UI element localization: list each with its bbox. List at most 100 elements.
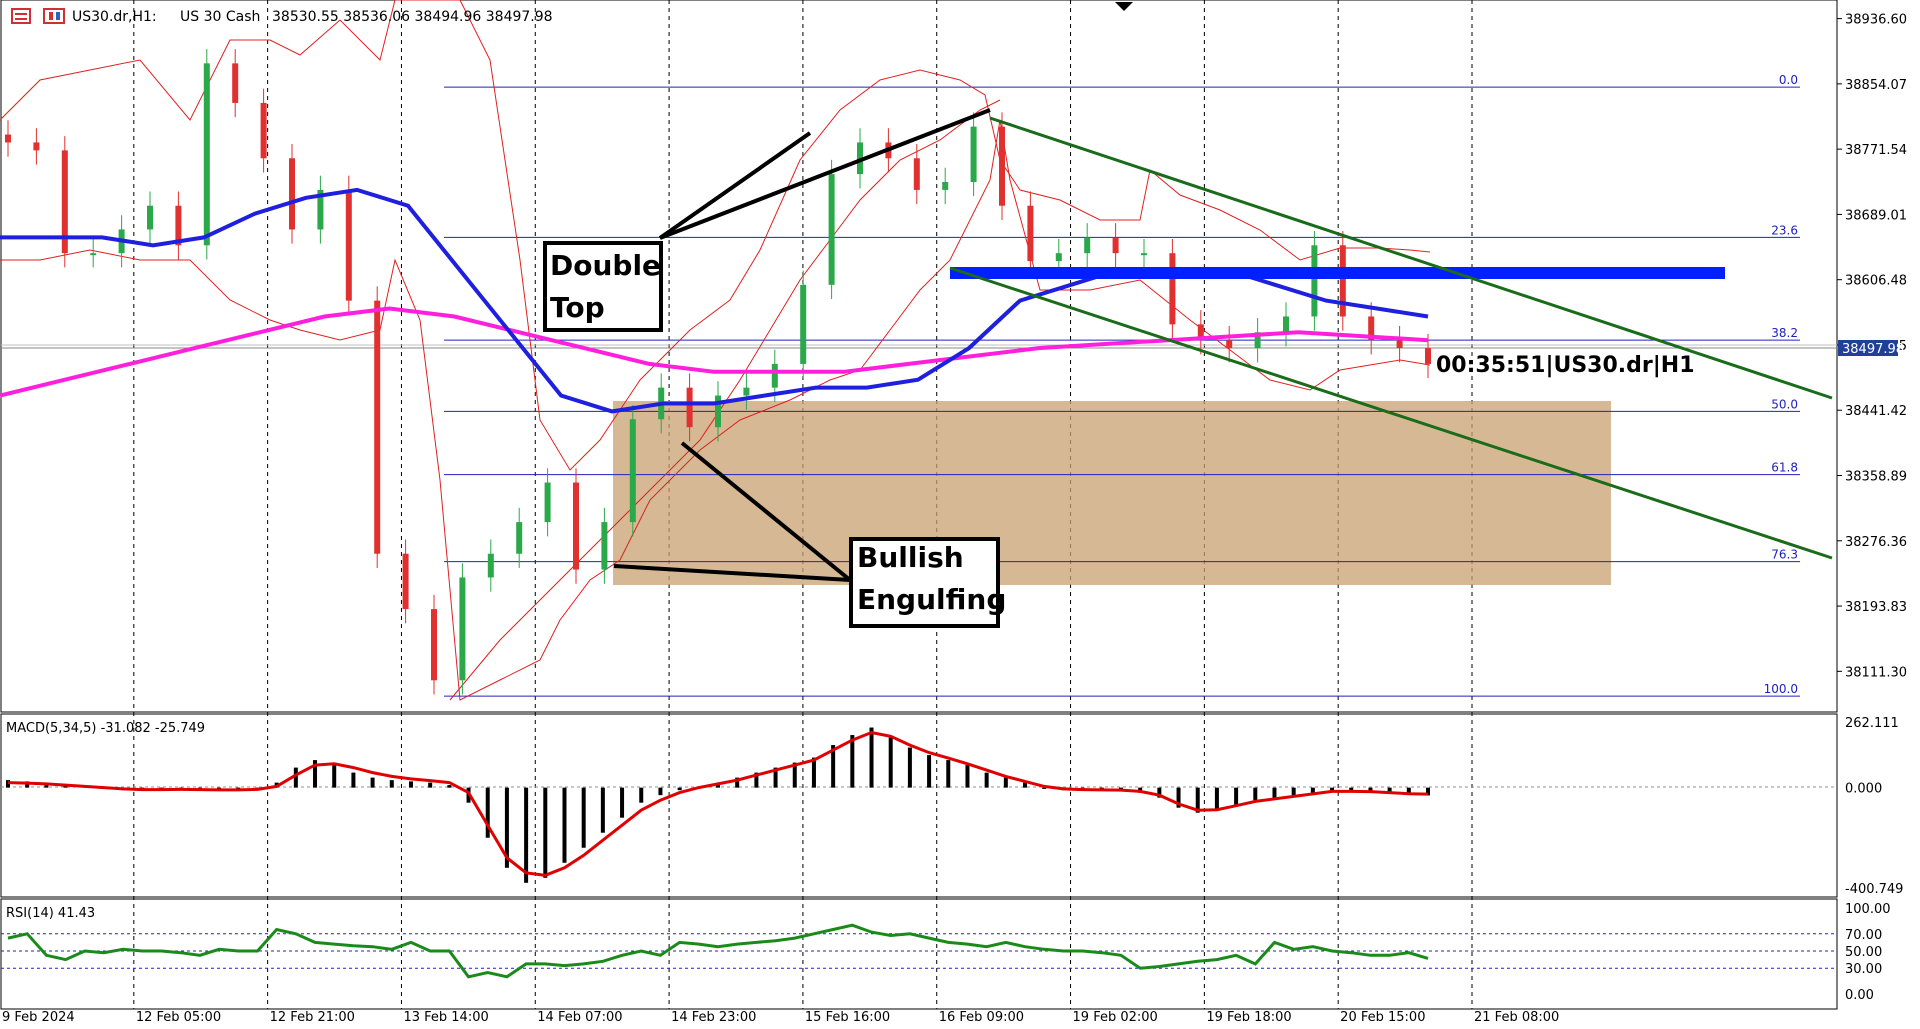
scroll-marker-icon[interactable]: [1115, 2, 1133, 11]
candle-body: [90, 253, 97, 256]
price-tick-label: 38358.89: [1845, 470, 1907, 485]
macd-bar: [907, 747, 912, 788]
menu-icon[interactable]: [11, 8, 31, 24]
bullish-engulfing-annotation[interactable]: Bullish Engulfing: [849, 537, 1006, 628]
rsi-axis: 100.00 70.00 50.00 30.00 0.00: [1845, 902, 1891, 1003]
time-tick-label: 15 Feb 16:00: [805, 1010, 890, 1025]
time-tick-label: 20 Feb 15:00: [1340, 1010, 1425, 1025]
macd-bar: [1387, 787, 1392, 793]
candle-body: [374, 300, 381, 554]
current-price-tag: 38497.98: [1838, 340, 1904, 357]
candle-body: [857, 142, 863, 175]
macd-bar: [1176, 787, 1181, 808]
candle-body: [487, 553, 494, 578]
macd-bar: [620, 787, 625, 818]
rsi-panel: [0, 898, 1838, 1010]
price-tick-label: 38689.01: [1845, 208, 1907, 223]
time-tick-label: 12 Feb 21:00: [270, 1010, 355, 1025]
chart-type-icon[interactable]: [43, 8, 65, 24]
time-tick-label: 21 Feb 08:00: [1474, 1010, 1559, 1025]
price-tick-label: 38441.42: [1845, 404, 1907, 419]
candle-body: [33, 142, 40, 151]
macd-bar: [408, 781, 413, 788]
countdown-label: 00:35:51|US30.dr|H1: [1436, 353, 1695, 378]
macd-bar: [792, 762, 797, 788]
macd-bar: [447, 785, 452, 788]
candle-body: [232, 63, 239, 103]
candle-body: [771, 363, 778, 388]
double-top-annotation[interactable]: Double Top: [543, 241, 663, 332]
macd-bar: [1349, 787, 1354, 792]
rsi-tick-label: 0.00: [1845, 988, 1874, 1003]
macd-bar: [946, 760, 951, 788]
candle-body: [1226, 340, 1233, 349]
macd-panel: [0, 713, 1838, 898]
candle-body: [1055, 253, 1062, 262]
candle-body: [629, 419, 636, 523]
bullish-engulfing-line2: Engulfing: [857, 583, 1006, 616]
macd-bar: [639, 787, 644, 803]
macd-bar: [351, 772, 356, 788]
candle-body: [743, 387, 750, 396]
candle-body: [828, 174, 835, 285]
macd-bar: [1310, 787, 1315, 793]
candle-body: [573, 482, 579, 570]
candle-body: [5, 134, 11, 143]
macd-bar: [850, 735, 855, 788]
macd-bar: [677, 787, 682, 791]
macd-bar: [1368, 787, 1373, 792]
macd-bar: [428, 782, 433, 788]
candle-body: [61, 150, 68, 254]
macd-bar: [389, 780, 394, 788]
time-axis[interactable]: 9 Feb 2024 12 Feb 05:00 12 Feb 21:00 13 Feb…: [2, 1010, 1559, 1025]
time-tick-label: 13 Feb 14:00: [403, 1010, 488, 1025]
candle-body: [260, 102, 267, 159]
bollinger-lower: [0, 119, 1431, 701]
price-tick-label: 38936.60: [1845, 13, 1907, 28]
macd-bar: [1003, 777, 1008, 788]
candle-body: [402, 553, 409, 610]
candle-body: [459, 577, 466, 681]
time-tick-label: 16 Feb 09:00: [939, 1010, 1024, 1025]
macd-bar: [1023, 782, 1028, 788]
candle-body: [147, 205, 153, 230]
macd-bar: [313, 760, 318, 788]
macd-label: MACD(5,34,5) -31.082 -25.749: [6, 721, 205, 736]
candlesticks: [5, 49, 1431, 695]
time-tick-label: 19 Feb 02:00: [1073, 1010, 1158, 1025]
time-tick-label: 9 Feb 2024: [2, 1010, 75, 1025]
price-tick-label: 38276.36: [1845, 535, 1907, 550]
candle-body: [1197, 324, 1204, 341]
macd-bar: [1157, 787, 1162, 798]
macd-axis: 262.111 0.000 -400.749: [1845, 716, 1903, 897]
rsi-tick-label: 50.00: [1845, 945, 1882, 960]
fib-level-label: 50.0: [1771, 397, 1798, 411]
rsi-tick-label: 100.00: [1845, 902, 1891, 917]
macd-bar: [927, 755, 932, 788]
macd-bar: [1253, 787, 1258, 801]
rsi-levels: [1, 933, 1837, 969]
supply-zone: [950, 267, 1725, 279]
macd-bar: [1406, 787, 1411, 794]
time-tick-label: 14 Feb 07:00: [537, 1010, 622, 1025]
current-price-value: 38497.98: [1842, 342, 1904, 357]
demand-zone: [613, 401, 1611, 585]
candle-body: [970, 126, 977, 182]
candle-body: [601, 522, 608, 570]
fib-level-label: 61.8: [1771, 461, 1798, 475]
candle-body: [1425, 348, 1431, 364]
macd-bar: [1330, 787, 1335, 791]
rsi-tick-label: 30.00: [1845, 962, 1882, 977]
macd-bar: [831, 745, 836, 788]
macd-bar: [965, 765, 970, 788]
candle-body: [999, 126, 1005, 206]
macd-bar: [562, 787, 567, 863]
bullish-engulfing-line1: Bullish: [857, 541, 964, 574]
macd-bar: [1426, 787, 1430, 796]
candle-body: [544, 482, 551, 523]
candle-body: [1112, 237, 1119, 254]
macd-bar: [543, 787, 548, 878]
macd-bar: [485, 787, 490, 838]
candle-body: [516, 522, 523, 554]
